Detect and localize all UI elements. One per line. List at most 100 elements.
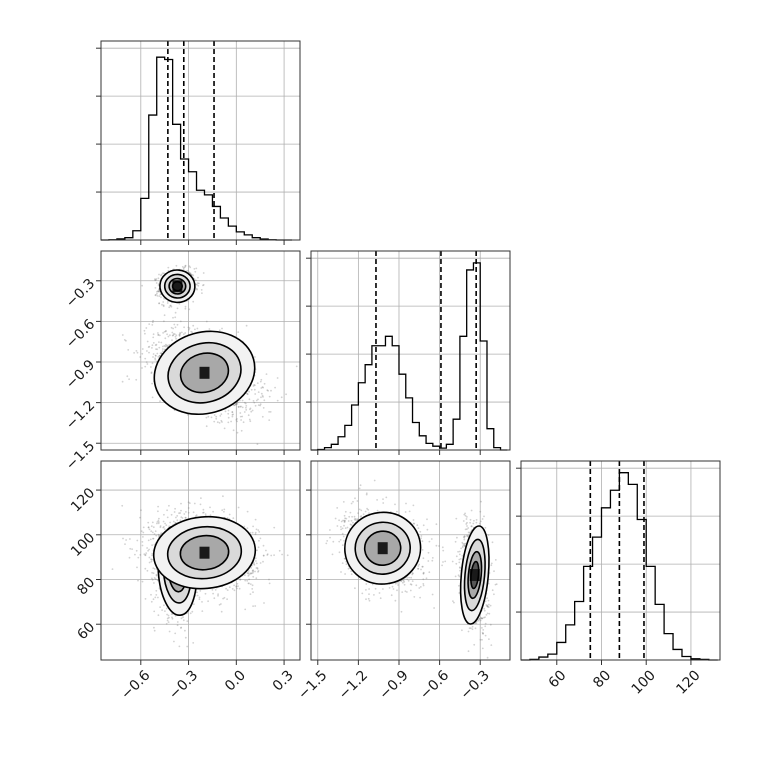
scatter-point	[168, 616, 170, 619]
scatter-point	[152, 567, 155, 569]
scatter-point	[237, 331, 240, 333]
scatter-point	[157, 505, 160, 508]
scatter-point	[184, 265, 187, 267]
scatter-point	[243, 525, 246, 528]
scatter-point	[251, 588, 254, 590]
scatter-panel-1	[96, 250, 301, 455]
scatter-point	[164, 337, 167, 340]
scatter-point	[157, 614, 160, 617]
scatter-point	[174, 632, 177, 635]
scatter-point	[194, 270, 197, 273]
scatter-point	[157, 283, 160, 286]
scatter-point	[268, 411, 270, 413]
scatter-point	[178, 302, 181, 305]
histogram-step	[311, 262, 508, 451]
scatter-point	[173, 333, 176, 335]
scatter-point	[252, 591, 254, 594]
scatter-point	[141, 541, 144, 543]
scatter-point	[158, 517, 160, 520]
scatter-point	[179, 332, 182, 335]
scatter-point	[196, 283, 198, 286]
scatter-point	[157, 332, 159, 334]
scatter-point	[254, 531, 257, 534]
scatter-point	[158, 295, 161, 297]
scatter-point	[188, 328, 190, 331]
scatter-point	[228, 513, 231, 516]
scatter-point	[155, 282, 158, 284]
scatter-point	[145, 327, 148, 329]
scatter-point	[168, 525, 171, 528]
scatter-point	[126, 375, 129, 378]
scatter-point	[148, 345, 151, 348]
scatter-point	[257, 570, 260, 572]
scatter-point	[146, 340, 149, 343]
scatter-point	[170, 326, 173, 329]
scatter-point	[258, 539, 260, 542]
scatter-point	[233, 404, 236, 406]
scatter-point	[123, 339, 126, 341]
scatter-point	[230, 420, 233, 423]
scatter-point	[261, 394, 264, 397]
scatter-point	[150, 530, 153, 533]
scatter-point	[168, 630, 171, 633]
scatter-point	[201, 610, 204, 612]
scatter-point	[199, 590, 202, 592]
scatter-point	[147, 539, 150, 542]
scatter-point	[172, 333, 175, 335]
scatter-point	[144, 554, 147, 556]
scatter-point	[174, 521, 177, 524]
scatter-point	[147, 526, 150, 529]
scatter-point	[145, 552, 148, 554]
scatter-point	[191, 610, 194, 613]
scatter-point	[239, 578, 242, 581]
scatter-point	[160, 352, 163, 354]
scatter-point	[128, 556, 131, 559]
scatter-point	[252, 525, 255, 528]
scatter-point	[252, 570, 255, 573]
scatter-point	[166, 509, 169, 512]
scatter-point	[184, 332, 187, 334]
scatter-point	[163, 526, 165, 528]
scatter-point	[155, 534, 158, 537]
scatter-point	[157, 290, 160, 293]
scatter-point	[152, 598, 155, 601]
scatter-point	[212, 592, 215, 595]
scatter-point	[186, 269, 189, 272]
scatter-point	[163, 513, 165, 516]
scatter-point	[223, 508, 226, 511]
scatter-point	[129, 538, 131, 540]
scatter-point	[281, 553, 283, 556]
scatter-point	[157, 522, 160, 525]
scatter-point	[149, 538, 152, 541]
scatter-point	[285, 393, 287, 396]
scatter-point	[205, 425, 208, 428]
scatter-point	[211, 589, 214, 591]
scatter-point	[194, 279, 197, 282]
scatter-point	[158, 290, 161, 293]
scatter-point	[268, 578, 270, 581]
scatter-point	[266, 554, 269, 556]
scatter-point	[184, 516, 187, 519]
scatter-point	[192, 642, 195, 644]
scatter-point	[141, 284, 144, 287]
scatter-point	[247, 570, 250, 572]
scatter-point	[189, 266, 192, 269]
scatter-point	[255, 577, 258, 580]
scatter-point	[154, 596, 157, 599]
scatter-point	[207, 415, 210, 418]
scatter-point	[253, 401, 256, 404]
scatter-point	[246, 393, 249, 395]
scatter-point	[260, 396, 262, 399]
scatter-point	[166, 333, 169, 336]
scatter-point	[183, 326, 186, 329]
scatter-point	[201, 601, 203, 603]
scatter-point	[150, 560, 153, 563]
scatter-point	[254, 404, 257, 407]
scatter-point	[212, 510, 215, 513]
scatter-point	[165, 343, 167, 346]
scatter-point	[180, 627, 182, 629]
scatter-point	[226, 598, 229, 601]
scatter-point	[187, 501, 190, 504]
scatter-point	[122, 537, 124, 540]
scatter-point	[202, 508, 205, 511]
